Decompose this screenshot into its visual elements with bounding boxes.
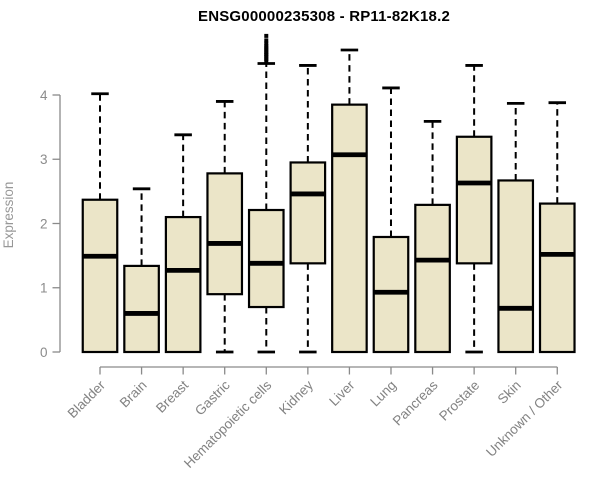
box-pancreas: [414, 119, 451, 354]
box-bladder: [81, 92, 119, 354]
y-tick-label: 0: [40, 345, 48, 360]
x-tick-label-brain: Brain: [117, 378, 150, 411]
x-tick-label-skin: Skin: [495, 378, 524, 407]
iqr-box: [123, 264, 160, 354]
x-tick-label-lung: Lung: [367, 378, 399, 410]
x-tick-label-unknown-other: Unknown / Other: [483, 377, 566, 460]
box-gastric: [206, 100, 244, 354]
outlier-point: [264, 38, 269, 43]
x-tick-label-prostate: Prostate: [436, 378, 482, 424]
iqr-box: [414, 203, 451, 354]
chart-title: ENSG00000235308 - RP11-82K18.2: [197, 8, 450, 25]
x-tick-label-breast: Breast: [153, 377, 191, 415]
box-skin: [497, 101, 535, 354]
outlier-point: [264, 44, 269, 49]
y-axis-label: Expression: [1, 182, 16, 249]
iqr-box: [455, 135, 493, 265]
box-prostate: [455, 64, 493, 354]
y-tick-label: 1: [40, 281, 48, 296]
iqr-box: [164, 215, 202, 354]
y-tick-label: 3: [40, 152, 48, 167]
x-tick-label-gastric: Gastric: [192, 377, 233, 418]
box-unknown-other: [538, 101, 576, 354]
x-tick-label-liver: Liver: [326, 377, 358, 409]
iqr-box: [331, 103, 368, 354]
y-axis: 0 1 2 3 4: [40, 88, 61, 360]
box-series: [81, 33, 576, 354]
iqr-box: [538, 202, 576, 354]
y-tick-label: 4: [40, 88, 48, 103]
box-brain: [123, 187, 160, 354]
box-breast: [164, 133, 202, 354]
iqr-box: [206, 172, 244, 296]
x-tick-label-pancreas: Pancreas: [390, 377, 441, 428]
iqr-box: [497, 179, 535, 354]
iqr-box: [81, 198, 119, 354]
box-liver: [331, 48, 368, 354]
box-kidney: [289, 64, 327, 354]
iqr-box: [247, 208, 285, 309]
box-hematopoietic-cells: [247, 33, 285, 354]
y-tick-label: 2: [40, 216, 48, 231]
outlier-point: [264, 33, 269, 38]
iqr-box: [289, 161, 327, 265]
box-lung: [372, 86, 410, 354]
outlier-point: [264, 41, 269, 46]
x-tick-label-bladder: Bladder: [65, 377, 109, 421]
x-tick-label-kidney: Kidney: [276, 377, 316, 417]
